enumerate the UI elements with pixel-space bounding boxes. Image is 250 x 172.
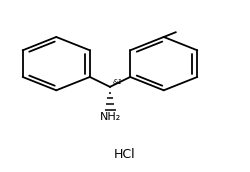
Text: &1: &1 — [113, 79, 123, 85]
Text: HCl: HCl — [114, 148, 136, 161]
Text: NH₂: NH₂ — [100, 112, 122, 122]
